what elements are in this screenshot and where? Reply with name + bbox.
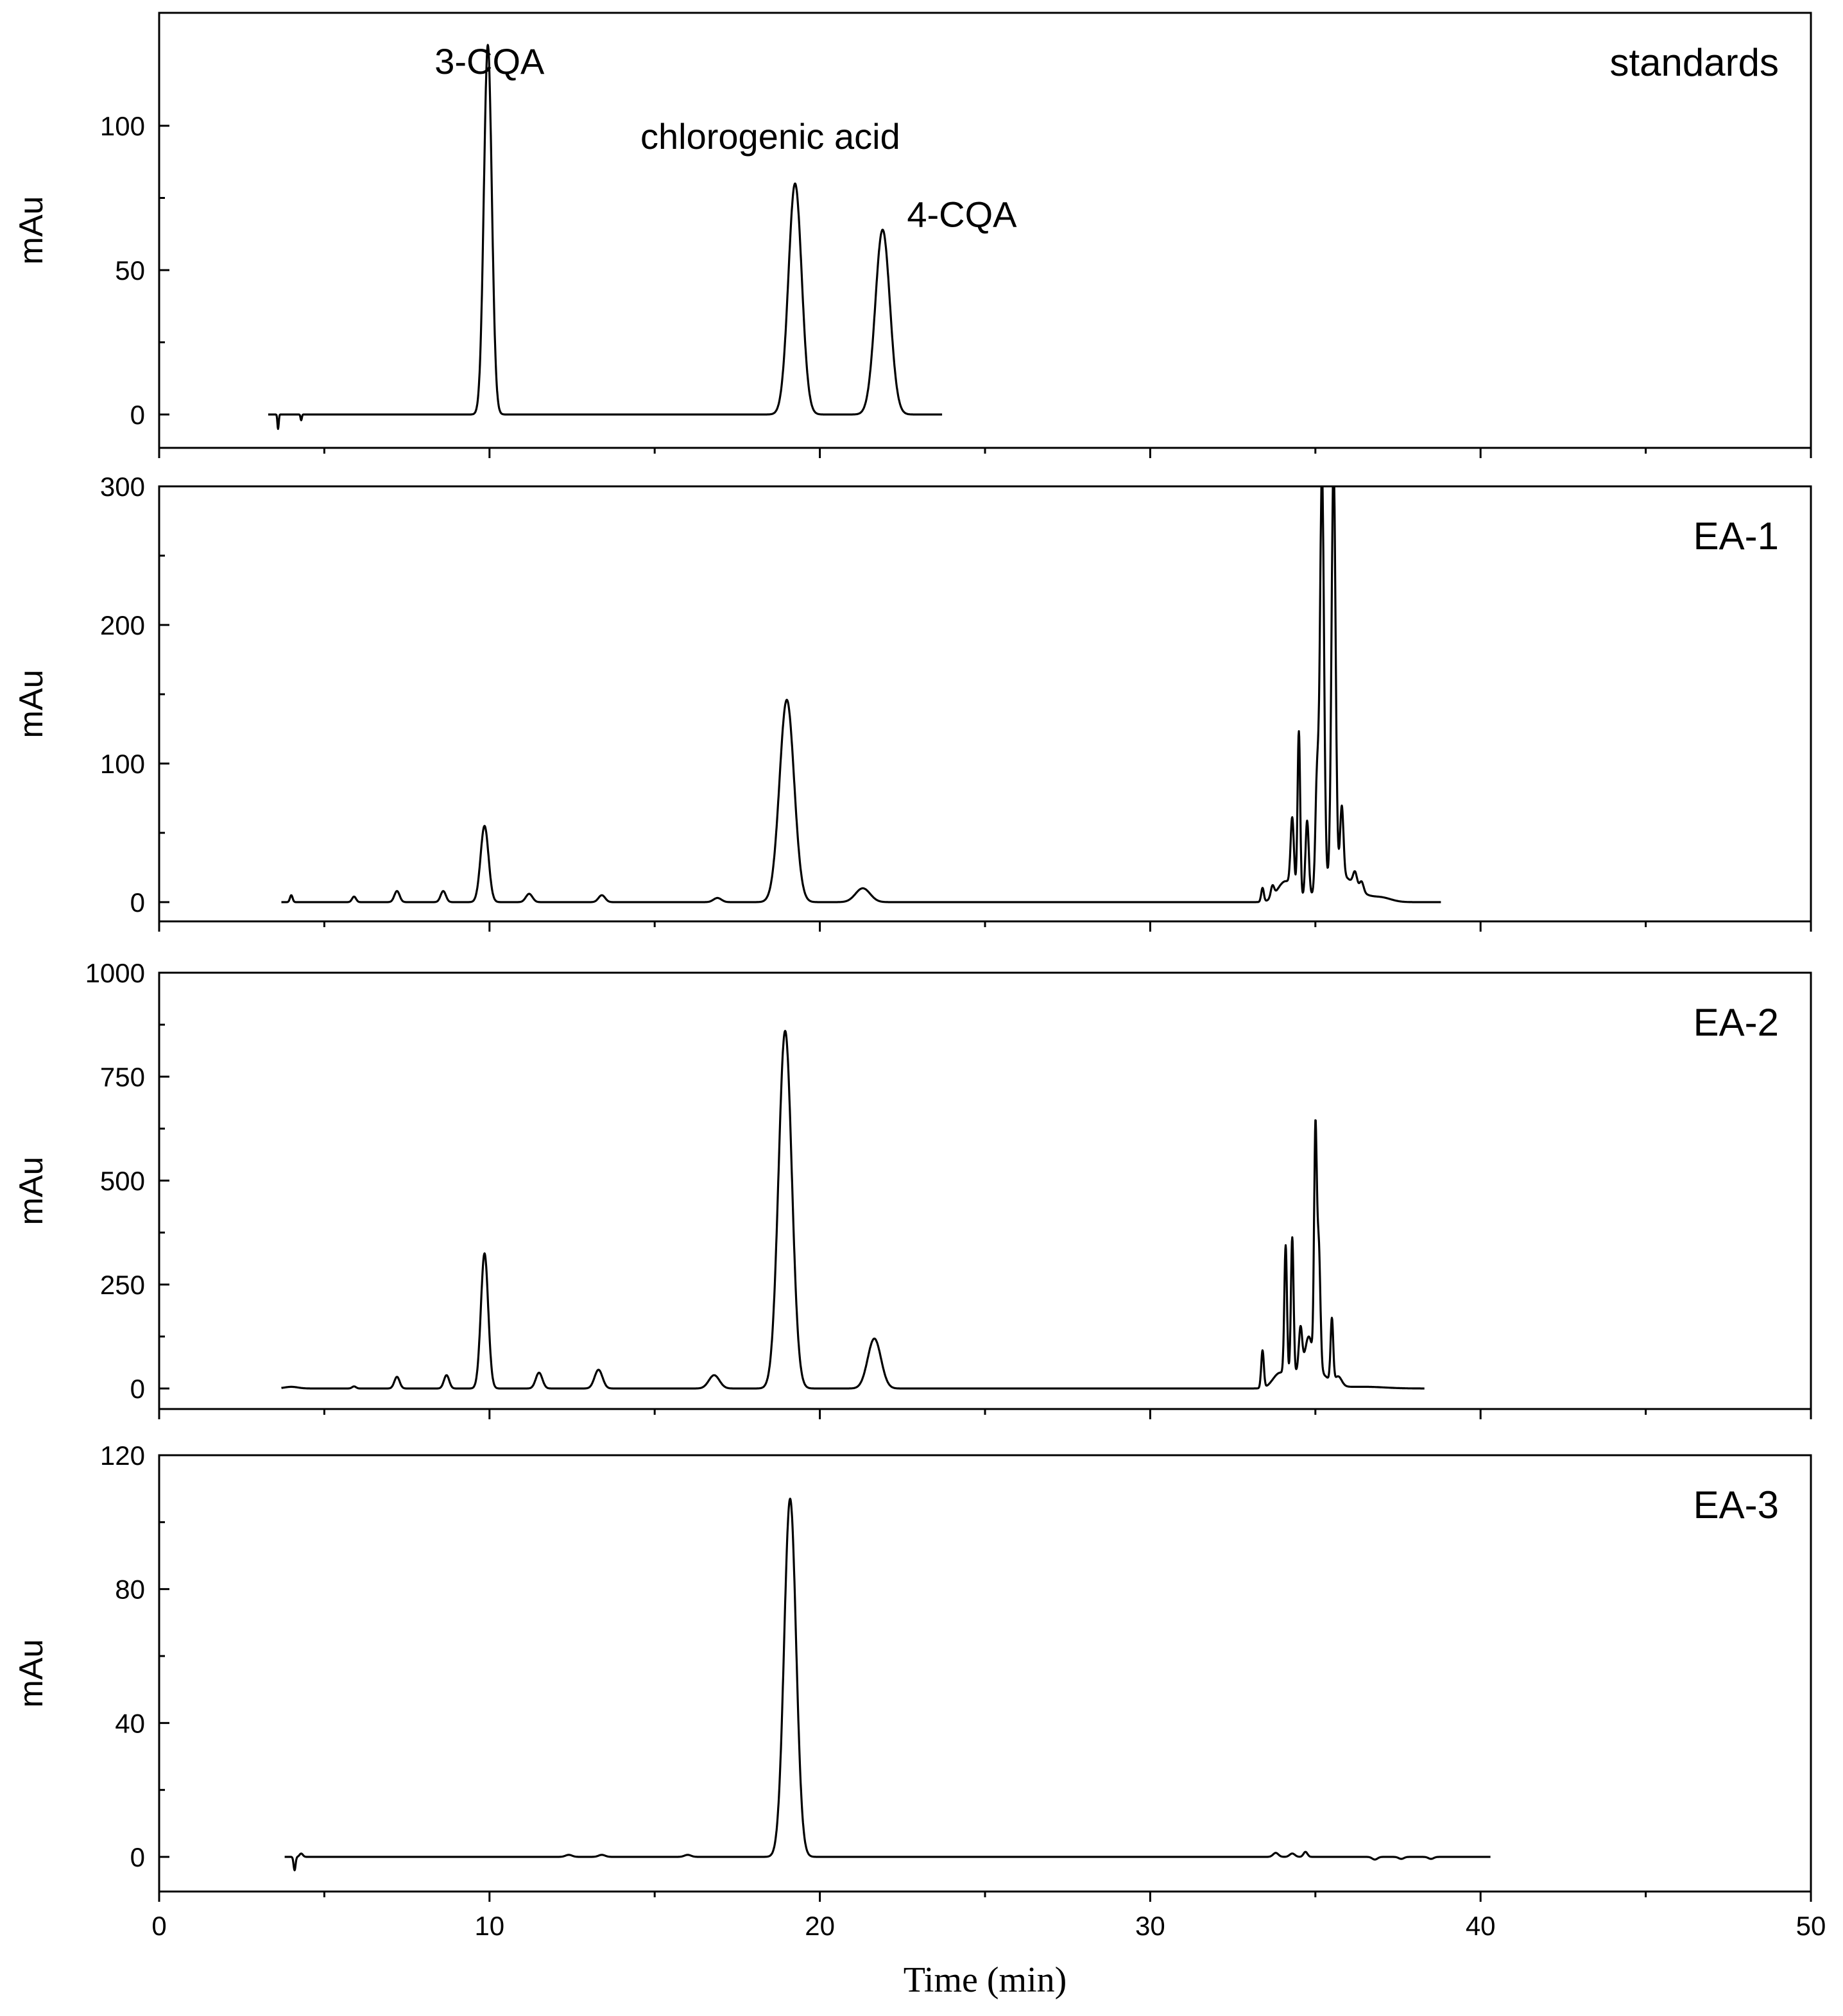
panel-ea-2: 0 250 500 750 1000 mAu EA-2 (13, 958, 1812, 1419)
y-tick-label: 1000 (85, 958, 145, 988)
plot-frame (158, 485, 1812, 923)
y-axis-label: mAu (13, 196, 50, 265)
y-tick-label: 0 (130, 887, 145, 918)
x-tick-label: 0 (151, 1911, 166, 1941)
y-axis-label: mAu (13, 1639, 50, 1708)
y-tick-label: 0 (130, 1374, 145, 1404)
peak-annotation: 3-CQA (434, 41, 545, 81)
y-tick-label: 80 (115, 1575, 145, 1605)
y-tick-label: 250 (100, 1270, 145, 1300)
chromatogram-trace (280, 1030, 1425, 1390)
plot-frame (158, 971, 1812, 1410)
panel-label: EA-2 (1693, 1001, 1779, 1044)
panel-label: standards (1610, 41, 1779, 84)
peak-annotation: 4-CQA (907, 194, 1017, 235)
y-tick-label: 100 (100, 749, 145, 779)
plot-frame (158, 1454, 1812, 1893)
chromatogram-trace (280, 486, 1442, 903)
panel-label: EA-3 (1693, 1483, 1779, 1526)
x-tick-label: 10 (474, 1911, 504, 1941)
x-tick-label: 40 (1466, 1911, 1496, 1941)
y-tick-label: 100 (100, 111, 145, 141)
y-tick-label: 500 (100, 1166, 145, 1196)
x-tick-label: 50 (1796, 1911, 1826, 1941)
panel-ea-1: 0 100 200 300 mAu EA-1 (13, 472, 1812, 932)
chromatogram-trace (267, 44, 943, 431)
x-tick-label: 20 (805, 1911, 835, 1941)
y-tick-label: 0 (130, 1842, 145, 1872)
x-tick-label: 30 (1135, 1911, 1165, 1941)
y-tick-label: 300 (100, 472, 145, 502)
peak-annotation: chlorogenic acid (640, 116, 900, 157)
y-tick-label: 750 (100, 1062, 145, 1092)
panel-ea-3: 0 40 80 120 mAu EA-3 (13, 1440, 1812, 1902)
panel-label: EA-1 (1693, 515, 1779, 558)
y-tick-label: 50 (115, 255, 145, 286)
y-tick-label: 40 (115, 1708, 145, 1738)
x-axis-label: Time (min) (904, 1960, 1067, 2000)
panel-standards: 0 50 100 mAu standards 3-CQA chlorogenic acid4… (13, 12, 1812, 458)
y-tick-label: 200 (100, 610, 145, 640)
chromatogram-trace (284, 1498, 1491, 1872)
y-tick-label: 120 (100, 1440, 145, 1471)
y-axis-label: mAu (13, 1157, 50, 1226)
y-tick-label: 0 (130, 400, 145, 430)
y-axis-label: mAu (13, 670, 50, 739)
